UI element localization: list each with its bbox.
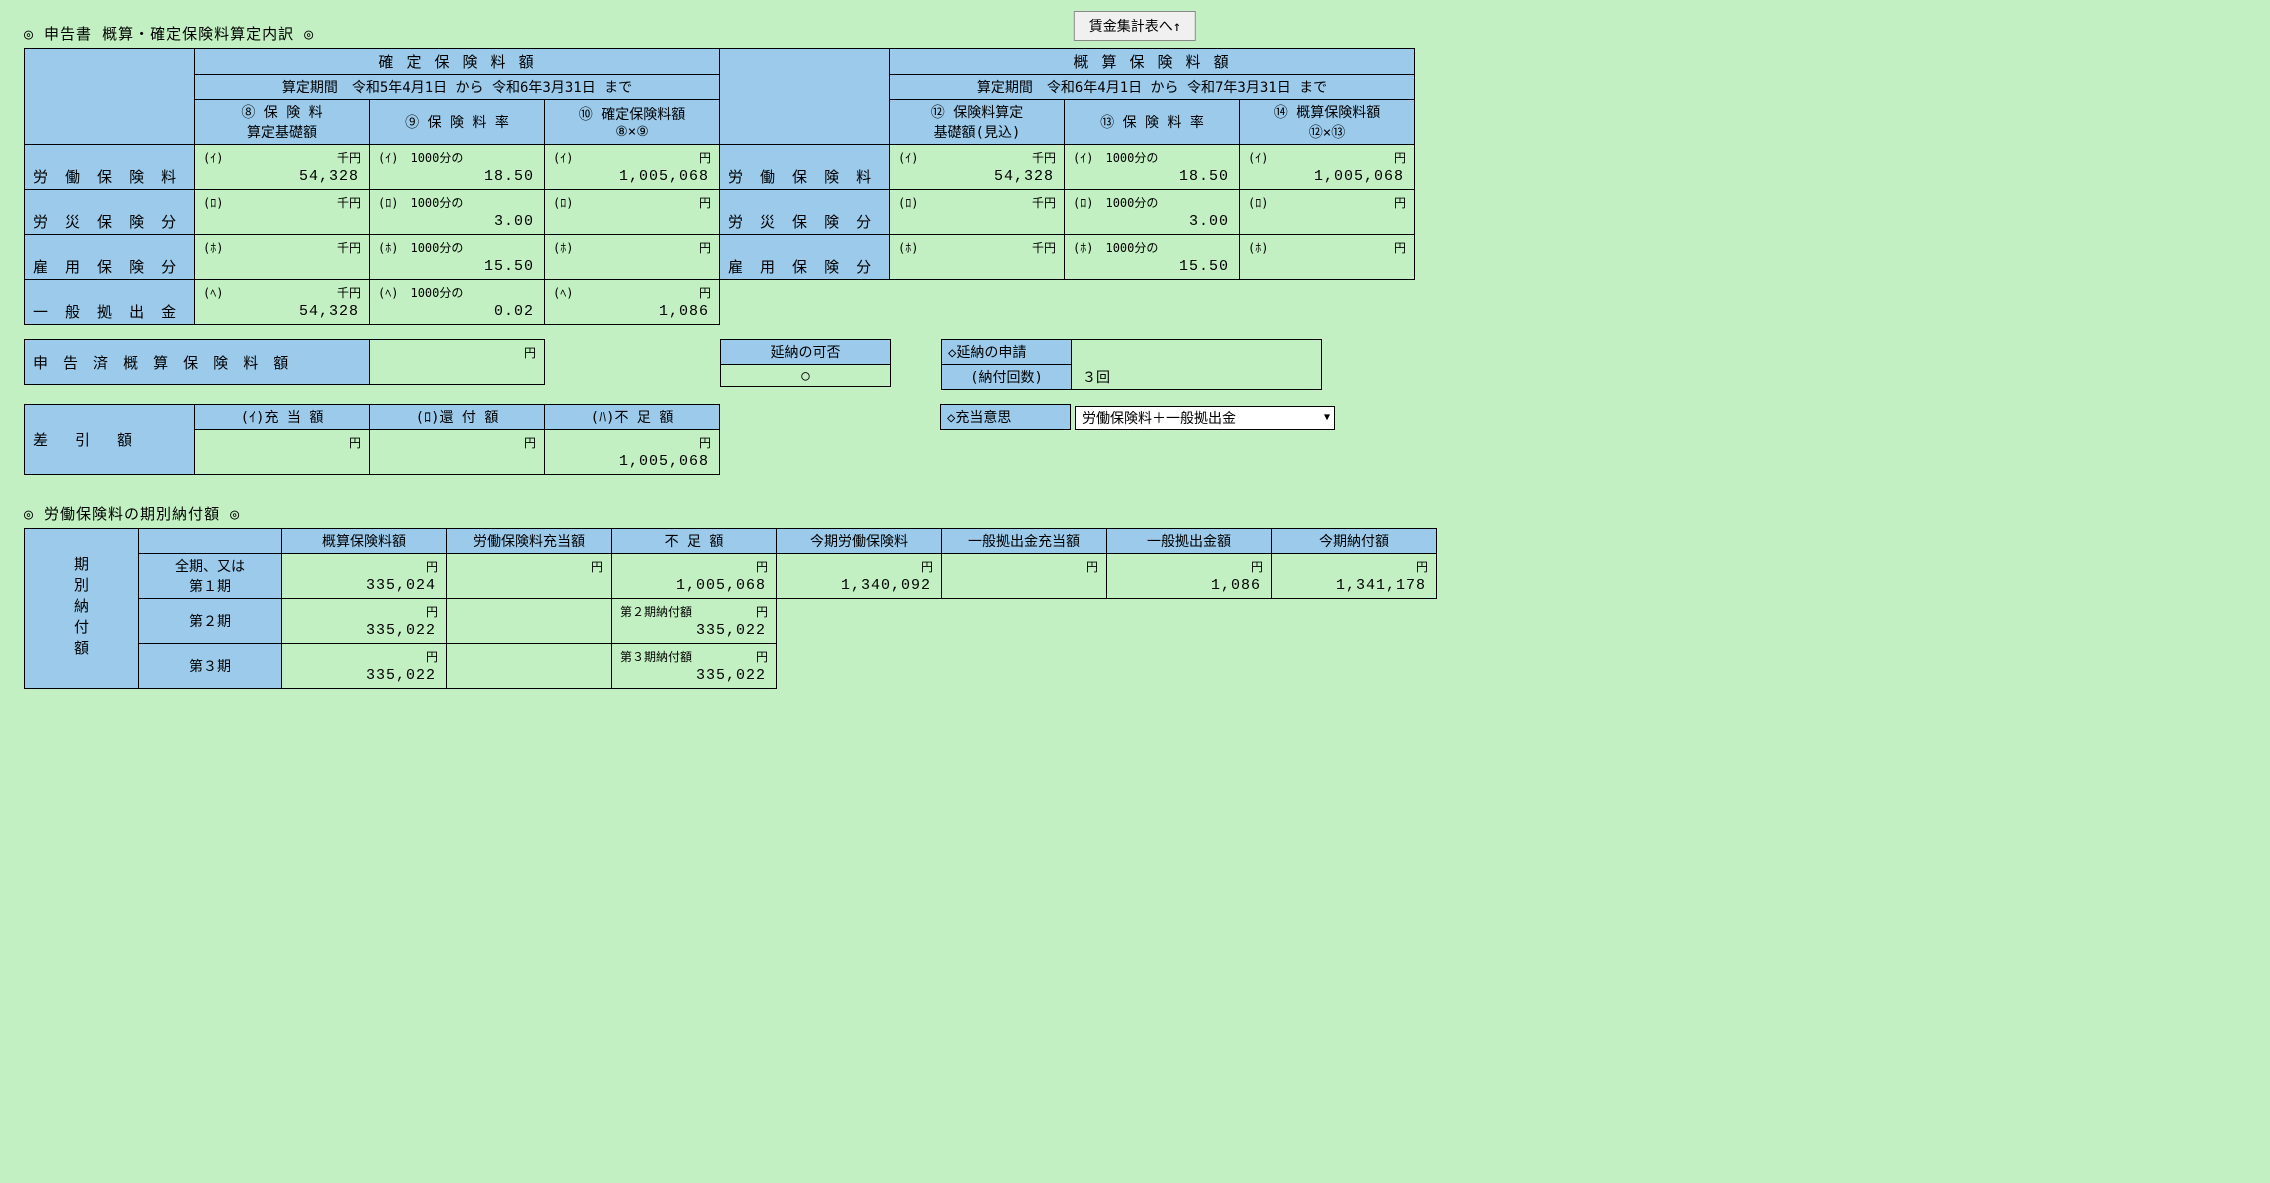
declared-table: 申 告 済 概 算 保 険 料 額 円 xyxy=(24,339,545,385)
period-row1: 全期、又は 第１期 円335,024 円 円1,005,068 円1,340,0… xyxy=(25,554,1437,599)
period-row2-label: 第２期 xyxy=(139,599,282,644)
ennou-value: ３回 xyxy=(1072,340,1322,390)
pcol-2: 不 足 額 xyxy=(612,529,777,554)
r2-fusoku: 335,022 xyxy=(696,622,766,639)
r3-fusoku: 335,022 xyxy=(696,667,766,684)
row-ippan: 一 般 拠 出 金 (ﾍ)千円54,328 (ﾍ) 1000分の0.02 (ﾍ)… xyxy=(25,280,1415,325)
r2-gaisan: 335,022 xyxy=(366,622,436,639)
row-roudou: 労 働 保 険 料 (ｲ)千円54,328 (ｲ) 1000分の18.50 (ｲ… xyxy=(25,145,1415,190)
row-ippan-label: 一 般 拠 出 金 xyxy=(25,280,195,325)
r1-gaisan: 335,024 xyxy=(366,577,436,594)
sashihiki-table: 差 引 額 (ｲ)充 当 額 (ﾛ)還 付 額 (ﾊ)不 足 額 円 円 円1,… xyxy=(24,404,720,475)
col9-hdr: ⑨ 保 険 料 率 xyxy=(370,100,545,145)
ennou-kahi-label: 延納の可否 xyxy=(721,340,891,365)
k-ippan-base: 54,328 xyxy=(299,303,359,320)
sashihiki-label: 差 引 額 xyxy=(25,405,195,475)
row-roudou-label-g: 労 働 保 険 料 xyxy=(720,145,890,190)
ennou-kahi-value: ○ xyxy=(721,365,891,387)
col12-hdr: ⑫ 保険料算定 基礎額(見込) xyxy=(890,100,1065,145)
kakutei-title: 確 定 保 険 料 額 xyxy=(195,49,720,75)
period-payment-table: 期別納付額 概算保険料額 労働保険料充当額 不 足 額 今期労働保険料 一般拠出… xyxy=(24,528,1437,689)
sashihiki-col-i: (ｲ)充 当 額 xyxy=(195,405,370,430)
g-roudou-amt: 1,005,068 xyxy=(1314,168,1404,185)
pcol-0: 概算保険料額 xyxy=(282,529,447,554)
col8-hdr: ⑧ 保 険 料 算定基礎額 xyxy=(195,100,370,145)
period-side-label: 期別納付額 xyxy=(25,529,139,689)
breakdown-table: 確 定 保 険 料 額 概 算 保 険 料 額 算定期間 令和5年4月1日 から… xyxy=(24,48,1415,325)
pcol-6: 今期納付額 xyxy=(1272,529,1437,554)
jutou-ishi-label: ◇充当意思 xyxy=(941,405,1071,430)
row-rousai: 労 災 保 険 分 (ﾛ)千円 (ﾛ) 1000分の3.00 (ﾛ)円 労 災 … xyxy=(25,190,1415,235)
gaisan-period: 算定期間 令和6年4月1日 から 令和7年3月31日 まで xyxy=(890,75,1415,100)
row-roudou-label: 労 働 保 険 料 xyxy=(25,145,195,190)
jutou-ishi-table: ◇充当意思 労働保険料＋一般拠出金 ▼ xyxy=(940,404,1335,430)
k-koyou-rate: 15.50 xyxy=(484,258,534,275)
sashihiki-col-ro: (ﾛ)還 付 額 xyxy=(370,405,545,430)
section2-title: ◎ 労働保険料の期別納付額 ◎ xyxy=(24,503,2250,524)
g-roudou-base: 54,328 xyxy=(994,168,1054,185)
r1-fusoku: 1,005,068 xyxy=(676,577,766,594)
r3-gaisan: 335,022 xyxy=(366,667,436,684)
r1-konki-roudou: 1,340,092 xyxy=(841,577,931,594)
pcol-5: 一般拠出金額 xyxy=(1107,529,1272,554)
link-wage-summary[interactable]: 賃金集計表へ↑ xyxy=(1074,11,1196,41)
ennou-shinsei-label1: ◇延納の申請 xyxy=(942,340,1072,365)
pcol-4: 一般拠出金充当額 xyxy=(942,529,1107,554)
k-roudou-base: 54,328 xyxy=(299,168,359,185)
r1-konki: 1,341,178 xyxy=(1336,577,1426,594)
period-row1-label: 全期、又は 第１期 xyxy=(139,554,282,599)
k-roudou-amt: 1,005,068 xyxy=(619,168,709,185)
ennou-shinsei-label2: (納付回数) xyxy=(942,365,1072,390)
g-rousai-rate: 3.00 xyxy=(1189,213,1229,230)
declared-label: 申 告 済 概 算 保 険 料 額 xyxy=(25,340,370,385)
row-koyou-label-g: 雇 用 保 険 分 xyxy=(720,235,890,280)
ennou-kahi-table: 延納の可否 ○ xyxy=(720,339,891,387)
col14-hdr: ⑭ 概算保険料額 ⑫×⑬ xyxy=(1240,100,1415,145)
k-roudou-rate: 18.50 xyxy=(484,168,534,185)
k-ippan-rate: 0.02 xyxy=(494,303,534,320)
chevron-down-icon: ▼ xyxy=(1324,412,1330,423)
jutou-ishi-value: 労働保険料＋一般拠出金 xyxy=(1082,408,1236,428)
col13-hdr: ⑬ 保 険 料 率 xyxy=(1065,100,1240,145)
g-roudou-rate: 18.50 xyxy=(1179,168,1229,185)
k-rousai-rate: 3.00 xyxy=(494,213,534,230)
jutou-ishi-select[interactable]: 労働保険料＋一般拠出金 ▼ xyxy=(1075,406,1335,430)
col10-hdr: ⑩ 確定保険料額 ⑧×⑨ xyxy=(545,100,720,145)
sashihiki-col-ha: (ﾊ)不 足 額 xyxy=(545,405,720,430)
pcol-1: 労働保険料充当額 xyxy=(447,529,612,554)
sashihiki-ha-val: 1,005,068 xyxy=(619,453,709,470)
period-row3-label: 第３期 xyxy=(139,644,282,689)
row-rousai-label: 労 災 保 険 分 xyxy=(25,190,195,235)
g-koyou-rate: 15.50 xyxy=(1179,258,1229,275)
k-ippan-amt: 1,086 xyxy=(659,303,709,320)
kakutei-period: 算定期間 令和5年4月1日 から 令和6年3月31日 まで xyxy=(195,75,720,100)
row-koyou: 雇 用 保 険 分 (ﾎ)千円 (ﾎ) 1000分の15.50 (ﾎ)円 雇 用… xyxy=(25,235,1415,280)
r1-ippan: 1,086 xyxy=(1211,577,1261,594)
pcol-3: 今期労働保険料 xyxy=(777,529,942,554)
ennou-shinsei-table: ◇延納の申請 ３回 (納付回数) xyxy=(941,339,1322,390)
row-koyou-label: 雇 用 保 険 分 xyxy=(25,235,195,280)
period-row2: 第２期 円335,022 第２期納付額円335,022 xyxy=(25,599,1437,644)
gaisan-title: 概 算 保 険 料 額 xyxy=(890,49,1415,75)
row-rousai-label-g: 労 災 保 険 分 xyxy=(720,190,890,235)
period-row3: 第３期 円335,022 第３期納付額円335,022 xyxy=(25,644,1437,689)
